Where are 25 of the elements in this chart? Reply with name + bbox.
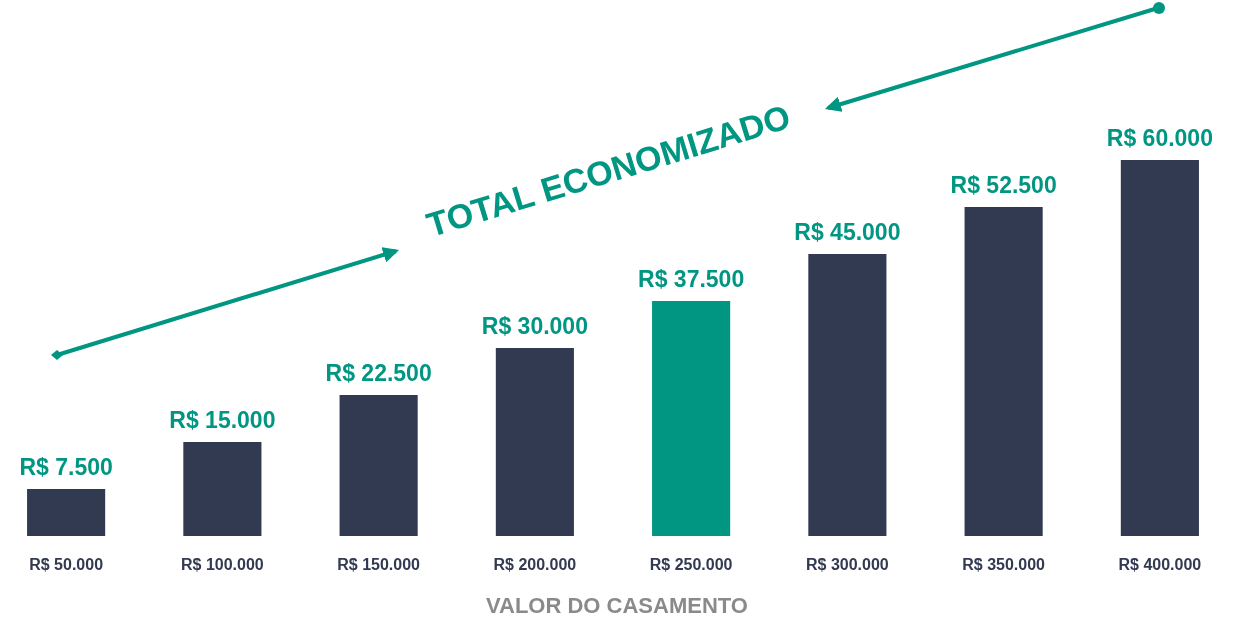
x-tick-label: R$ 400.000 [1118, 556, 1202, 573]
x-tick-label: R$ 350.000 [962, 556, 1046, 573]
bar [183, 442, 262, 536]
x-tick-label: R$ 250.000 [649, 556, 733, 573]
bar [808, 254, 887, 536]
data-label: R$ 45.000 [794, 219, 901, 245]
x-tick-label: R$ 200.000 [493, 556, 577, 573]
data-label: R$ 22.500 [325, 360, 432, 386]
bar [27, 489, 106, 536]
data-label: R$ 15.000 [169, 407, 276, 433]
x-tick-label: R$ 150.000 [337, 556, 421, 573]
data-label: R$ 7.500 [19, 454, 113, 480]
data-label: R$ 52.500 [950, 172, 1057, 198]
data-label: R$ 37.500 [638, 266, 745, 292]
data-label: R$ 30.000 [481, 313, 588, 339]
x-axis-title: VALOR DO CASAMENTO [486, 593, 748, 618]
x-tick-label: R$ 100.000 [181, 556, 264, 573]
x-tick-label: R$ 300.000 [806, 556, 889, 573]
x-tick-label: R$ 50.000 [29, 556, 104, 573]
data-label: R$ 60.000 [1106, 125, 1213, 151]
bar [339, 395, 418, 536]
bar [964, 207, 1043, 536]
bar [1120, 160, 1199, 536]
bar [652, 301, 731, 536]
bar [495, 348, 574, 536]
